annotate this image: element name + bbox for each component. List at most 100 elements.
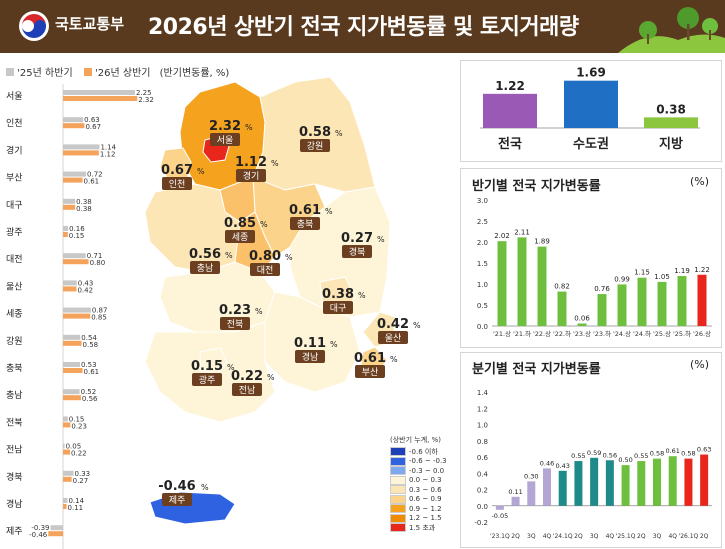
region-bar-prev	[63, 470, 74, 476]
quarter-value-label: 0.55	[634, 452, 648, 460]
quarter-ytick: 0.4	[477, 470, 489, 478]
map-region-name: 울산	[385, 333, 402, 344]
quarter-ytick: 0.2	[477, 487, 488, 495]
half-year-xtick: '24.하	[633, 329, 651, 338]
quarter-bar	[511, 496, 520, 506]
quarter-bar	[668, 456, 677, 506]
region-name-label: 경남	[6, 498, 23, 510]
quarter-xtick: 2Q	[574, 533, 583, 540]
region-value-curr: 0.67	[85, 123, 101, 131]
map-legend-label: 1.2 ~ 1.5	[409, 514, 442, 523]
map-unit-label: %	[227, 363, 235, 372]
region-bar-prev	[63, 226, 69, 231]
map-region-tag	[192, 373, 222, 386]
region-value-prev: 0.71	[87, 252, 103, 260]
map-value-label: 0.42	[377, 317, 409, 332]
region-name-label: 대전	[6, 254, 23, 265]
region-value-prev: 0.43	[78, 279, 94, 287]
region-name-label: 서울	[6, 91, 23, 102]
region-value-prev: 0.14	[68, 497, 84, 505]
map-unit-label: %	[390, 355, 398, 364]
quarter-value-label: 0.11	[508, 488, 522, 496]
tree-decoration-icon	[618, 7, 725, 53]
map-region-tag	[236, 169, 266, 182]
region-value-prev: -0.39	[31, 524, 49, 532]
map-region-name: 세종	[232, 232, 249, 243]
map-region-tag	[250, 263, 280, 276]
half-year-bar	[597, 294, 607, 326]
map-region-tag	[225, 230, 255, 243]
quarter-value-label: 0.61	[665, 447, 679, 455]
region-value-curr: 0.58	[83, 341, 99, 349]
region-value-prev: 1.14	[100, 143, 116, 151]
map-legend-swatch	[390, 504, 406, 514]
half-year-value-label: 0.99	[614, 275, 630, 283]
half-year-bar	[577, 323, 587, 326]
half-year-xtick: '23.하	[593, 329, 611, 338]
quarter-xtick: 4Q	[543, 533, 552, 540]
map-region-name: 충북	[297, 219, 314, 230]
region-value-curr: 0.61	[84, 368, 100, 376]
region-value-curr: 0.38	[76, 205, 92, 213]
map-legend-item: 0.0 ~ 0.3	[390, 475, 447, 486]
region-value-prev: 0.54	[81, 334, 97, 342]
map-legend-label: -0.6 이하	[409, 447, 438, 456]
half-year-bar	[557, 291, 567, 326]
map-value-label: 0.22	[231, 369, 263, 384]
map-value-label: 0.61	[354, 351, 386, 366]
legend-swatch-prev	[6, 68, 14, 76]
quarter-ytick: 1.0	[477, 422, 488, 430]
map-legend-swatch	[390, 494, 406, 504]
quarter-panel	[460, 352, 722, 548]
region-name-label: 광주	[6, 226, 23, 238]
region-name-label: 울산	[6, 281, 23, 292]
region-bar-curr	[63, 395, 81, 401]
quarter-bar	[605, 460, 614, 506]
quarter-value-label: 0.50	[618, 456, 632, 464]
region-name-label: 세종	[6, 309, 23, 320]
region-bar-curr	[63, 177, 83, 183]
map-region-tag	[210, 133, 240, 146]
region-bar-curr	[63, 204, 76, 210]
map-legend-item: 1.5 초과	[390, 523, 447, 533]
summary-category-label: 전국	[498, 136, 522, 152]
quarter-ytick: 0.8	[477, 438, 488, 446]
quarter-value-label: -0.05	[491, 512, 508, 520]
summary-bar	[564, 80, 618, 128]
region-bar-curr	[63, 286, 77, 292]
half-year-xtick: '21.상	[493, 329, 511, 338]
region-bar-curr	[63, 150, 99, 156]
legend-label-curr: '26년 상반기	[95, 68, 151, 79]
map-region-tag	[220, 317, 250, 330]
region-bar-prev	[63, 171, 87, 177]
legend-swatch-curr	[83, 68, 92, 76]
half-year-xtick: '22.상	[533, 329, 551, 338]
map-legend-item: 0.9 ~ 1.2	[390, 504, 447, 514]
half-year-ytick: 3.0	[477, 197, 488, 205]
map-region-name: 인천	[169, 179, 186, 190]
region-bar-prev	[63, 307, 91, 313]
half-year-bar	[497, 241, 507, 326]
region-bar-prev	[63, 416, 68, 422]
quarter-bar	[527, 481, 536, 506]
map-region-name: 부산	[362, 367, 379, 378]
region-value-curr: 2.32	[138, 96, 154, 104]
summary-bar-chart: 1.22 전국 1.69 수도권 0.38 지방	[480, 66, 700, 152]
half-year-xtick: '25.상	[653, 329, 671, 338]
map-region-name: 경북	[349, 246, 366, 258]
map-value-label: 0.23	[219, 303, 251, 318]
quarter-unit: (%)	[690, 358, 710, 371]
half-year-value-label: 1.05	[654, 273, 670, 281]
map-region-gwangju	[199, 347, 228, 375]
quarter-xtick: 2Q	[637, 533, 646, 540]
map-region-tag	[232, 383, 262, 396]
map-legend-item: -0.6 이하	[390, 447, 447, 457]
half-year-xtick: '22.하	[553, 329, 571, 338]
map-legend-label: -0.6 ~ -0.3	[409, 457, 447, 466]
map-legend-swatch	[390, 523, 406, 533]
quarter-bar	[495, 505, 504, 510]
quarter-xtick: 3Q	[590, 533, 599, 540]
ministry-logo-text: 국토교통부	[55, 15, 125, 33]
half-year-value-label: 1.19	[674, 267, 690, 275]
region-bar-prev	[63, 443, 65, 449]
